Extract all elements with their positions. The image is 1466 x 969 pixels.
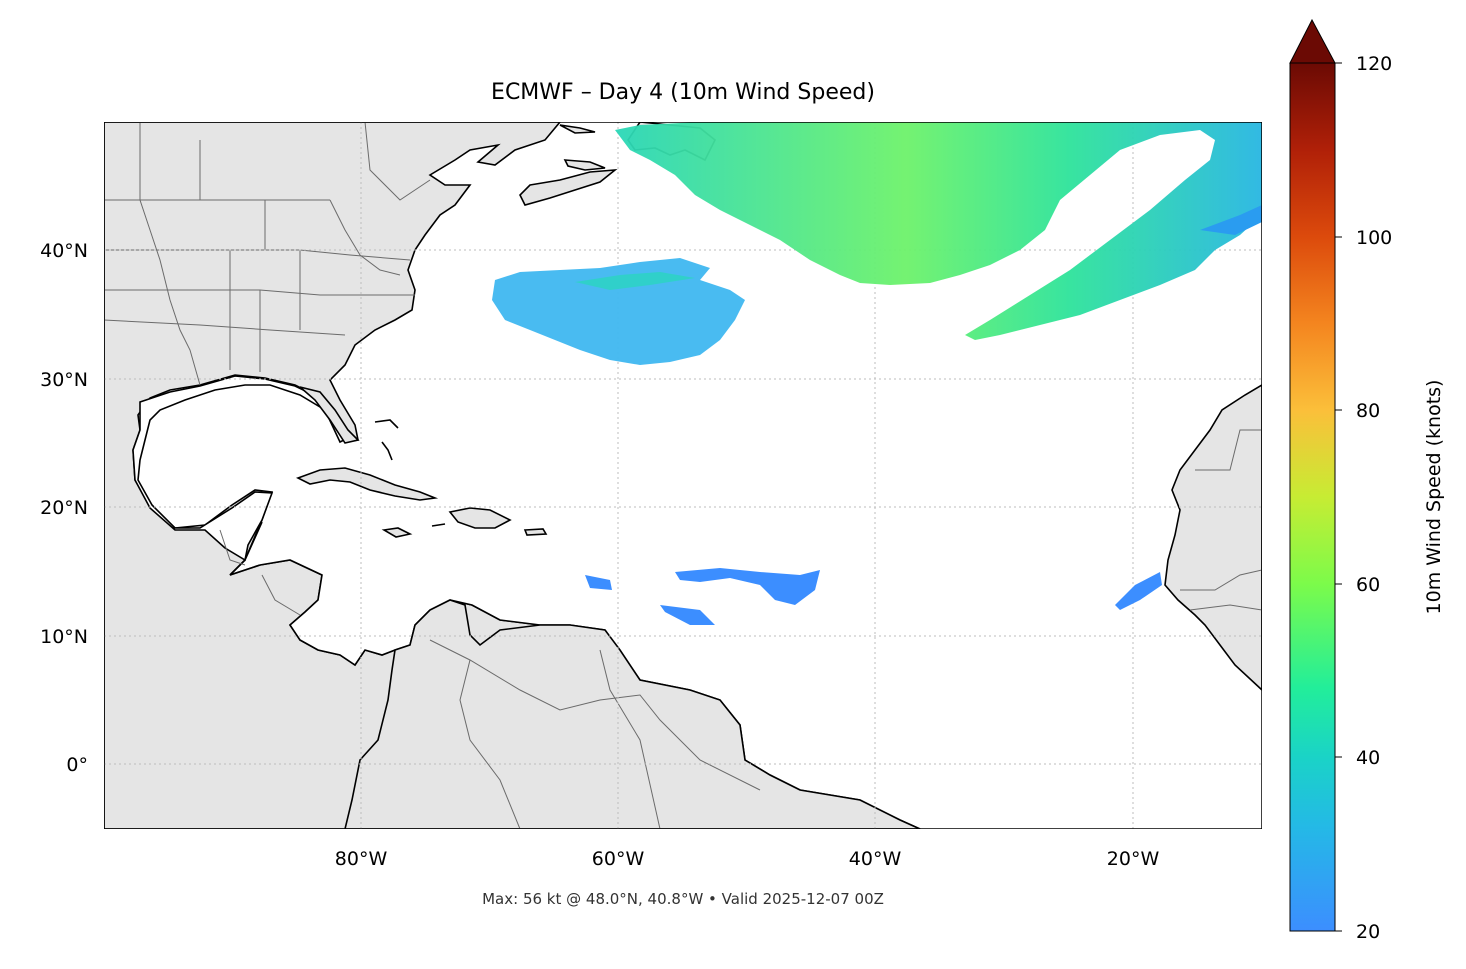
colorbar-tick-60: 60 (1356, 574, 1380, 596)
wind-area-central-band (492, 258, 745, 365)
political-borders (104, 122, 1262, 829)
florida-peninsula (299, 386, 360, 444)
colorbar-tick-40: 40 (1356, 747, 1380, 769)
colorbar-label: 10m Wind Speed (knots) (1423, 380, 1445, 615)
nova-scotia-coast (519, 168, 618, 206)
longitude-labels: 80°W 60°W 40°W 20°W (335, 848, 1160, 870)
hispaniola-island (448, 507, 512, 529)
lat-label-0: 0° (66, 754, 88, 776)
jamaica-island (381, 527, 413, 538)
colorbar: 20 40 60 80 100 120 10m Wind Speed (knot… (1289, 18, 1445, 943)
wind-area-central-core (575, 272, 695, 290)
max-wind-footnote: Max: 56 kt @ 48.0°N, 40.8°W • Valid 2025… (482, 890, 884, 908)
wind-area-tropical-streaks (535, 568, 1162, 625)
wind-speed-shading (492, 122, 1262, 625)
caribbean-sea (245, 498, 640, 665)
colorbar-extend-arrow (1289, 18, 1336, 64)
colorbar-tick-20: 20 (1356, 921, 1380, 943)
gridlines (104, 122, 1262, 829)
prince-edward-island (563, 159, 606, 171)
map-title: ECMWF – Day 4 (10m Wind Speed) (491, 80, 875, 105)
lon-label-80w: 80°W (335, 848, 388, 870)
africa-land (1164, 384, 1262, 692)
map-panel (104, 122, 1262, 829)
lon-label-40w: 40°W (849, 848, 902, 870)
latitude-labels: 40°N 30°N 20°N 10°N 0° (40, 240, 88, 776)
anticosti-island (559, 124, 596, 134)
wind-area-north-jet (615, 122, 1262, 340)
colorbar-gradient (1289, 62, 1336, 932)
lat-label-40n: 40°N (40, 240, 88, 262)
wind-area-ne-streak-tip (1200, 205, 1262, 235)
bahamas-islands (374, 419, 446, 527)
lat-label-20n: 20°N (40, 497, 88, 519)
south-america-land (344, 599, 921, 829)
cuba-island (295, 467, 439, 501)
lat-label-10n: 10°N (40, 626, 88, 648)
central-america-coast (229, 521, 606, 667)
colorbar-tick-80: 80 (1356, 400, 1380, 422)
lat-label-30n: 30°N (40, 369, 88, 391)
colorbar-ticks (1335, 62, 1342, 932)
puerto-rico-island (523, 528, 548, 536)
lon-label-60w: 60°W (592, 848, 645, 870)
colorbar-tick-120: 120 (1356, 53, 1392, 75)
lon-label-20w: 20°W (1107, 848, 1160, 870)
colorbar-tick-100: 100 (1356, 227, 1392, 249)
